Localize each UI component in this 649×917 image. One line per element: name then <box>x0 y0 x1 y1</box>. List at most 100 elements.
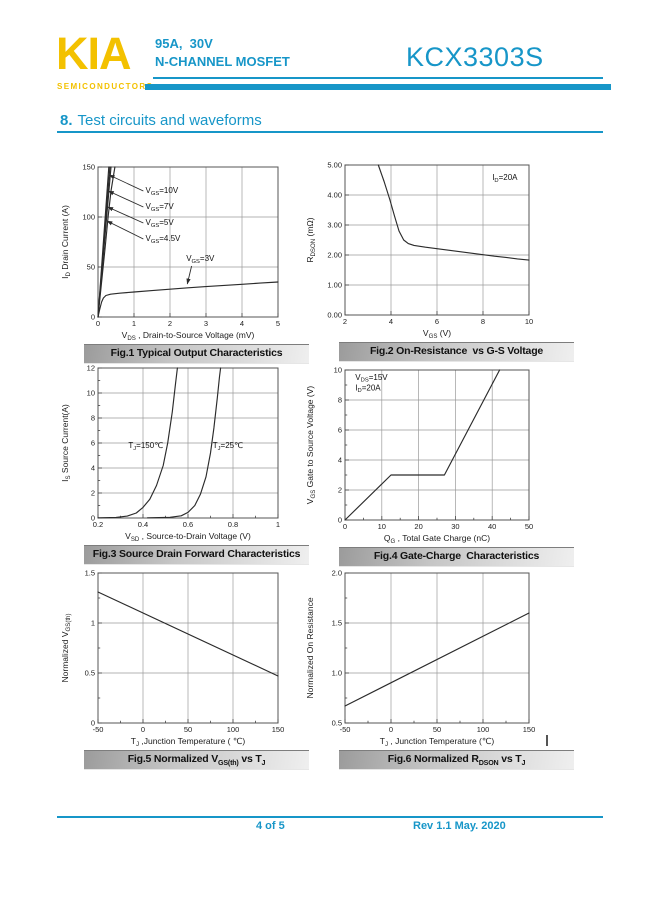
svg-text:8: 8 <box>91 414 95 423</box>
svg-text:2: 2 <box>168 319 172 328</box>
svg-text:0: 0 <box>96 319 100 328</box>
series <box>97 591 279 677</box>
series-VGS=3V <box>97 281 279 318</box>
svg-text:3.00: 3.00 <box>327 221 342 230</box>
plot-frame <box>344 369 530 521</box>
svg-text:1: 1 <box>132 319 136 328</box>
grid <box>98 167 278 317</box>
svg-text:0.6: 0.6 <box>183 520 193 529</box>
svg-text:4: 4 <box>240 319 244 328</box>
part-number: KCX3303S <box>406 42 544 72</box>
annotation-arrows <box>106 174 193 285</box>
svg-text:1.5: 1.5 <box>332 619 342 628</box>
grid <box>345 370 529 520</box>
svg-text:1: 1 <box>91 619 95 628</box>
series-normalized-vgsth <box>97 591 279 677</box>
svg-text:8: 8 <box>338 396 342 405</box>
svg-text:VGS=3V: VGS=3V <box>186 254 215 265</box>
svg-text:0: 0 <box>141 725 145 734</box>
svg-text:0.5: 0.5 <box>332 719 342 728</box>
annotations: VGS=10V VGS=7V VGS=5V VGS=4.5V VGS=3V <box>146 186 216 265</box>
logo-subtext: SEMICONDUCTORS <box>57 82 154 91</box>
fig6-chart: -50 0 50 100 150 0.5 1.0 1.5 2.0 TJ , Junction Te… <box>305 569 536 748</box>
svg-text:4: 4 <box>389 317 393 326</box>
x-axis-label: QG , Total Gate Charge (nC) <box>384 533 490 545</box>
svg-text:5.00: 5.00 <box>327 161 342 170</box>
series-VGS=4.5V <box>97 166 116 318</box>
svg-text:50: 50 <box>525 522 533 531</box>
section-number: 8. <box>60 112 73 129</box>
tick-labels: 2 4 6 8 10 0.00 1.00 2.00 3.00 4.00 5.00 <box>327 161 533 326</box>
y-axis-label: ID Drain Current (A) <box>60 205 72 279</box>
series-gate-charge <box>344 369 501 521</box>
axis-ticks <box>97 166 279 318</box>
annotations: VDS=15V ID=20A <box>355 373 388 394</box>
series <box>344 612 530 707</box>
figure-fig3: 0.2 0.4 0.6 0.8 1 0 2 4 6 8 10 12 TJ=150℃ TJ=25℃ VSD ,… <box>56 353 316 565</box>
svg-text:2: 2 <box>338 486 342 495</box>
svg-text:50: 50 <box>184 725 192 734</box>
axis-ticks <box>344 369 530 521</box>
series-normalized-rdson <box>344 612 530 707</box>
x-axis-label: TJ , Junction Temperature (℃) <box>380 736 495 748</box>
svg-text:50: 50 <box>87 263 95 272</box>
x-axis-label: VGS (V) <box>423 328 451 340</box>
y-axis-label: RDSON (mΩ) <box>305 217 317 262</box>
device-type: N-CHANNEL MOSFET <box>155 54 290 69</box>
series <box>97 367 222 519</box>
svg-text:0.4: 0.4 <box>138 520 148 529</box>
series-TJ=150C <box>97 367 178 519</box>
fig4-chart: 0 10 20 30 40 50 0 2 4 6 8 10 VDS=15V ID=20A QG , Tota… <box>305 366 534 545</box>
svg-text:10: 10 <box>378 522 386 531</box>
axis-ticks <box>344 164 530 316</box>
section-heading: 8. Test circuits and waveforms <box>60 112 262 129</box>
svg-text:100: 100 <box>82 213 95 222</box>
tick-labels: 0 10 20 30 40 50 0 2 4 6 8 10 <box>334 366 534 531</box>
svg-text:VGS=7V: VGS=7V <box>146 202 175 213</box>
grid <box>345 573 529 723</box>
svg-text:ID=20A: ID=20A <box>492 173 518 184</box>
kia-logo: KIA <box>56 28 131 79</box>
svg-text:VGS=5V: VGS=5V <box>146 218 175 229</box>
svg-text:6: 6 <box>435 317 439 326</box>
svg-text:0: 0 <box>343 522 347 531</box>
annotations: ID=20A <box>492 173 518 184</box>
y-axis-label: Normalized On Resistance <box>305 597 315 698</box>
svg-text:30: 30 <box>451 522 459 531</box>
svg-text:12: 12 <box>87 364 95 373</box>
svg-text:10: 10 <box>525 317 533 326</box>
svg-text:0.00: 0.00 <box>327 311 342 320</box>
x-axis-label: TJ ,Junction Temperature ( ℃) <box>131 736 246 748</box>
svg-text:150: 150 <box>523 725 536 734</box>
stray-mark <box>546 735 548 746</box>
svg-text:40: 40 <box>488 522 496 531</box>
svg-text:50: 50 <box>433 725 441 734</box>
axis-ticks <box>344 572 530 724</box>
svg-text:TJ=150℃: TJ=150℃ <box>128 441 163 452</box>
svg-text:1.00: 1.00 <box>327 281 342 290</box>
svg-text:0: 0 <box>91 514 95 523</box>
x-axis-label: VSD , Source-to-Drain Voltage (V) <box>125 531 251 543</box>
grid <box>98 573 278 723</box>
svg-text:0: 0 <box>389 725 393 734</box>
svg-text:1.0: 1.0 <box>332 669 342 678</box>
svg-text:6: 6 <box>91 439 95 448</box>
grid <box>98 368 278 518</box>
header-rule-thick <box>145 84 611 90</box>
svg-text:6: 6 <box>338 426 342 435</box>
svg-text:4.00: 4.00 <box>327 191 342 200</box>
y-axis-label: VGS Gate to Source Voltage (V) <box>305 386 317 505</box>
svg-text:10: 10 <box>334 366 342 375</box>
fig1-caption: Fig.1 Typical Output Characteristics <box>84 344 309 364</box>
x-axis-label: VDS , Drain-to-Source Voltage (mV) <box>122 330 255 342</box>
svg-text:-50: -50 <box>340 725 351 734</box>
svg-text:0.8: 0.8 <box>228 520 238 529</box>
fig2-chart: 2 4 6 8 10 0.00 1.00 2.00 3.00 4.00 5.00 ID=20A VGS … <box>305 161 533 340</box>
section-title: Test circuits and waveforms <box>77 112 262 129</box>
svg-text:4: 4 <box>91 464 95 473</box>
svg-text:2.00: 2.00 <box>327 251 342 260</box>
svg-text:0: 0 <box>91 313 95 322</box>
svg-text:0.2: 0.2 <box>93 520 103 529</box>
